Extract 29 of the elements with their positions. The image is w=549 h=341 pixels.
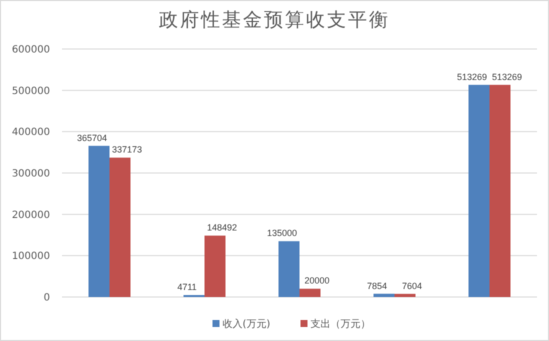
- y-tick-label: 100000: [12, 251, 50, 262]
- data-label: 337173: [112, 144, 142, 155]
- bar: [374, 294, 394, 297]
- data-label: 135000: [266, 228, 298, 238]
- bar: [300, 288, 320, 297]
- bar: [468, 84, 490, 297]
- data-label: 513269: [492, 72, 522, 82]
- bar: [394, 294, 416, 297]
- data-label: 513269: [456, 72, 488, 82]
- bar: [110, 158, 130, 297]
- bar: [278, 241, 300, 297]
- bar: [490, 84, 510, 297]
- legend-label: 收入(万元): [222, 318, 270, 330]
- data-label: 4711: [177, 282, 197, 292]
- data-label: 20000: [304, 276, 330, 286]
- y-tick-label: 300000: [12, 168, 50, 180]
- bar: [88, 146, 110, 297]
- data-label: 7604: [402, 280, 422, 291]
- legend-label: 支出（万元）: [310, 318, 370, 330]
- y-tick-label: 400000: [12, 127, 50, 138]
- y-tick-label: 500000: [12, 86, 50, 97]
- y-tick-label: 600000: [12, 44, 50, 56]
- data-label: 7854: [366, 280, 388, 291]
- data-label: 148492: [206, 222, 238, 233]
- data-label: 365704: [76, 132, 108, 143]
- y-tick-label: 0: [44, 292, 50, 304]
- chart-title: 政府性基金预算收支平衡: [159, 9, 390, 31]
- y-tick-label: 200000: [12, 210, 50, 221]
- bar: [204, 236, 226, 297]
